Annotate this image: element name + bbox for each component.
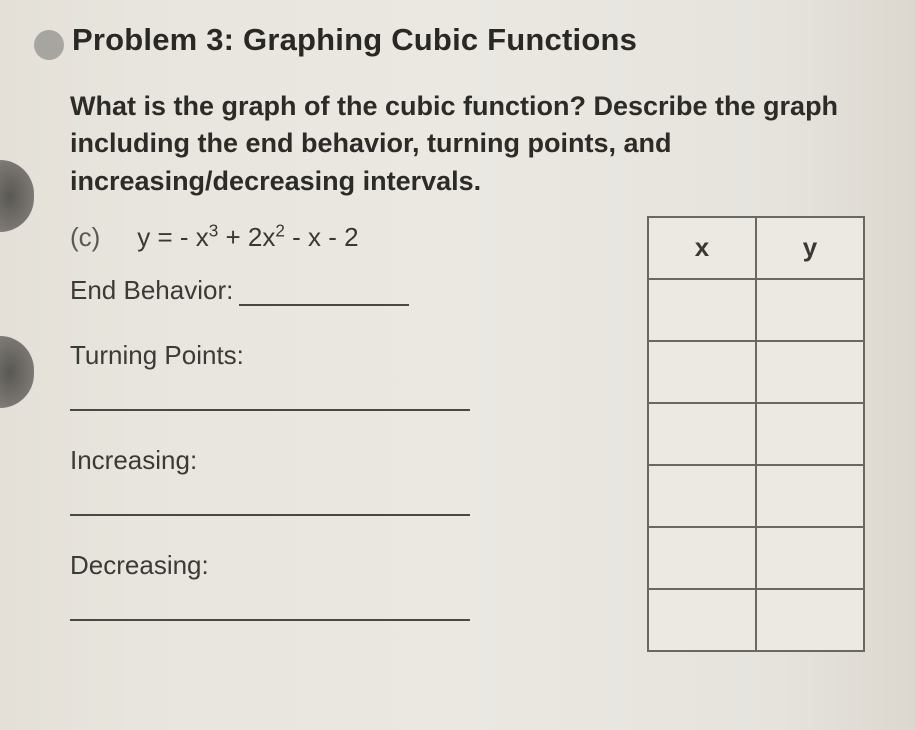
table-cell[interactable]	[648, 279, 756, 341]
table-cell[interactable]	[756, 341, 864, 403]
bullet-icon	[34, 30, 64, 60]
title-row: Problem 3: Graphing Cubic Functions	[70, 22, 875, 62]
table-row	[648, 341, 864, 403]
table-row	[648, 527, 864, 589]
worksheet-page: Problem 3: Graphing Cubic Functions What…	[0, 0, 915, 730]
end-behavior-label: End Behavior:	[70, 275, 233, 306]
table-cell[interactable]	[756, 589, 864, 651]
end-behavior-blank[interactable]	[239, 280, 409, 306]
table-cell[interactable]	[756, 403, 864, 465]
table-header: y	[756, 217, 864, 279]
table-row	[648, 465, 864, 527]
table-cell[interactable]	[756, 527, 864, 589]
table-row	[648, 403, 864, 465]
increasing-label: Increasing:	[70, 445, 600, 476]
table-cell[interactable]	[648, 589, 756, 651]
left-column: (c) y = - x3 + 2x2 - x - 2 End Behavior:…	[70, 222, 600, 621]
table-cell[interactable]	[648, 465, 756, 527]
table-cell[interactable]	[756, 279, 864, 341]
turning-points-label: Turning Points:	[70, 340, 600, 371]
table-row	[648, 589, 864, 651]
equation: y = - x3 + 2x2 - x - 2	[137, 222, 358, 252]
turning-points-blank[interactable]	[70, 409, 470, 411]
table-header: x	[648, 217, 756, 279]
question-text: What is the graph of the cubic function?…	[70, 88, 875, 200]
part-line: (c) y = - x3 + 2x2 - x - 2	[70, 222, 600, 253]
decreasing-blank[interactable]	[70, 619, 470, 621]
binder-hole	[0, 160, 34, 232]
decreasing-label: Decreasing:	[70, 550, 600, 581]
table-cell[interactable]	[648, 403, 756, 465]
end-behavior-row: End Behavior:	[70, 275, 600, 306]
xy-table: xy	[647, 216, 865, 652]
increasing-blank[interactable]	[70, 514, 470, 516]
binder-hole	[0, 336, 34, 408]
problem-title: Problem 3: Graphing Cubic Functions	[72, 22, 637, 58]
table-cell[interactable]	[756, 465, 864, 527]
part-label: (c)	[70, 222, 130, 253]
table-cell[interactable]	[648, 341, 756, 403]
content-area: (c) y = - x3 + 2x2 - x - 2 End Behavior:…	[70, 222, 875, 621]
table-cell[interactable]	[648, 527, 756, 589]
table-row	[648, 279, 864, 341]
